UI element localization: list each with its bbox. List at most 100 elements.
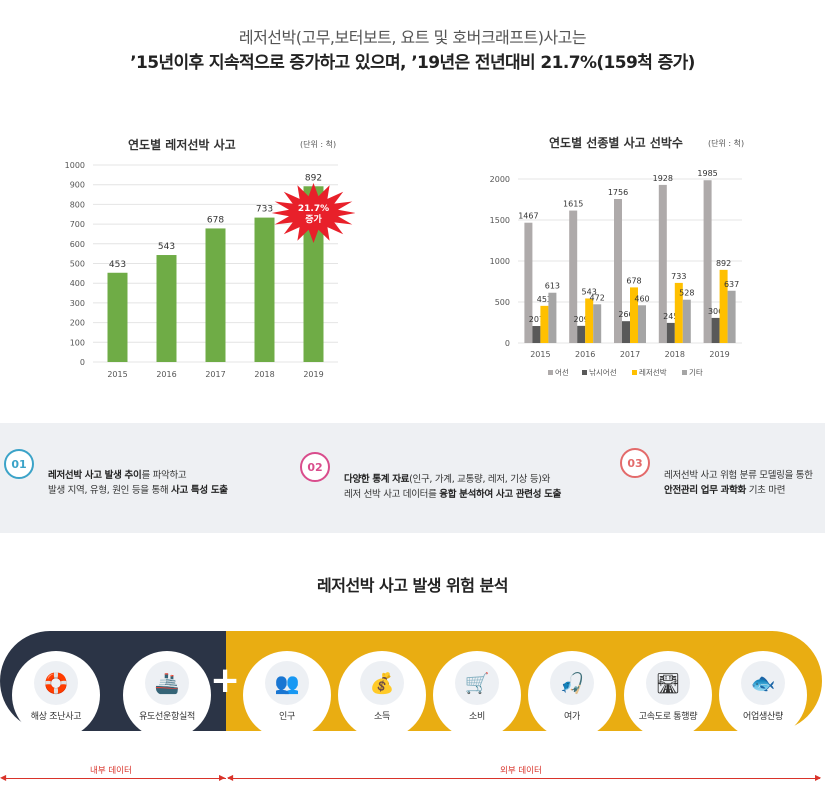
bar (303, 186, 324, 362)
internal-right-arrow-icon: ▶ (219, 773, 226, 782)
risk-factor-label: 해상 조난사고 (30, 712, 82, 722)
bar (205, 228, 226, 362)
x-tick-label: 2019 (709, 350, 729, 359)
feature-text-02: 다양한 통계 자료(인구, 가계, 교통량, 레저, 기상 등)와 레저 선박 … (344, 474, 562, 500)
external-data-label: 외부 데이터 (496, 764, 546, 776)
vessel-type-bar-chart: 0 500 1000 1500 2000 1467 207 453 613 2015 1615 209… (490, 169, 742, 377)
x-tick-label: 2016 (575, 350, 595, 359)
data-label: 733 (671, 272, 686, 281)
bar (658, 184, 667, 343)
highway-icon: 🛣 (646, 661, 690, 705)
bar (107, 272, 128, 362)
bar (703, 180, 712, 343)
chart2-unit: (단위 : 척) (708, 139, 745, 148)
external-right-arrow-icon: ▶ (815, 773, 822, 782)
legend-swatch (582, 370, 587, 375)
feature-text-01: 레저선박 사고 발생 추이를 파악하고 발생 지역, 유형, 원인 등을 통해 … (48, 470, 228, 496)
risk-section-title: 레저선박 사고 발생 위험 분석 (317, 576, 508, 595)
data-label: 637 (724, 280, 739, 289)
feature-badge-02: 02 (300, 452, 330, 482)
bar (638, 305, 646, 343)
data-label: 528 (679, 289, 694, 298)
chart2-title: 연도별 선종별 사고 선박수 (549, 136, 683, 150)
y-tick-label: 500 (70, 260, 85, 269)
risk-factor-label: 인구 (279, 712, 295, 722)
accident-bar-chart: 0 100 200 300 400 500 600 700 800 900 1000 453 2015 5… (65, 161, 355, 379)
data-label: 543 (158, 242, 175, 252)
annotation-line-2: 증가 (305, 213, 322, 225)
legend-label: 어선 (555, 367, 569, 377)
bar (585, 298, 594, 343)
y-tick-label: 1000 (490, 257, 510, 266)
internal-data-label: 내부 데이터 (86, 764, 136, 776)
legend-swatch (632, 370, 637, 375)
y-tick-label: 400 (70, 279, 85, 288)
data-label: 1615 (563, 200, 583, 209)
risk-factor-label: 유도선운항실적 (139, 712, 195, 722)
x-tick-label: 2017 (205, 370, 225, 379)
legend-label: 낚시어선 (589, 367, 617, 377)
bar (727, 290, 736, 343)
risk-factor-label: 소비 (469, 712, 485, 722)
feature-text-03: 레저선박 사고 위험 분류 모델링을 통한 안전관리 업무 과학화 기초 마련 (664, 470, 813, 496)
internal-data-line (3, 778, 226, 779)
risk-factor-circle: 🛒 소비 (433, 651, 521, 739)
data-label: 453 (109, 260, 126, 270)
external-left-arrow-icon: ◀ (227, 773, 234, 782)
y-tick-label: 2000 (490, 175, 510, 184)
data-label: 1928 (653, 174, 673, 183)
data-label: 543 (582, 287, 597, 296)
y-tick-label: 300 (70, 299, 85, 308)
data-label: 245 (663, 312, 678, 321)
data-label: 613 (545, 282, 560, 291)
risk-factor-circle: 👥 인구 (243, 651, 331, 739)
feature-badge-03: 03 (620, 448, 650, 478)
feature-badge-01: 01 (4, 449, 34, 479)
y-tick-label: 0 (505, 339, 510, 348)
risk-factor-circle: 🛟 해상 조난사고 (12, 651, 100, 739)
internal-left-arrow-icon: ◀ (0, 773, 7, 782)
bar (593, 304, 602, 343)
risk-factor-circle: 🎣 여가 (528, 651, 616, 739)
external-data-line (228, 778, 820, 779)
leisure-icon: 🎣 (550, 661, 594, 705)
x-tick-label: 2018 (254, 370, 274, 379)
x-tick-label: 2017 (620, 350, 640, 359)
bar (622, 321, 630, 343)
y-tick-label: 1000 (65, 161, 85, 170)
bar (524, 222, 533, 343)
increase-starburst (271, 183, 355, 243)
y-tick-label: 0 (80, 358, 85, 367)
y-tick-label: 700 (70, 220, 85, 229)
plus-sign: + (210, 660, 241, 701)
data-label: 1985 (697, 169, 717, 178)
legend-label: 레저선박 (639, 367, 667, 377)
bar (614, 199, 622, 343)
bar (254, 217, 275, 362)
x-tick-label: 2019 (303, 370, 323, 379)
data-label: 678 (207, 215, 224, 225)
x-tick-label: 2016 (156, 370, 176, 379)
ship-icon: 🚢 (145, 661, 189, 705)
y-tick-label: 100 (70, 338, 85, 347)
risk-factor-circle: 🐟 어업생산량 (719, 651, 807, 739)
risk-factor-circle: 🛣 고속도로 통행량 (624, 651, 712, 739)
bar (532, 326, 541, 343)
risk-factor-circle: 💰 소득 (338, 651, 426, 739)
data-label: 472 (590, 293, 605, 302)
bar (666, 322, 675, 343)
y-tick-label: 200 (70, 319, 85, 328)
bar (719, 269, 728, 343)
y-tick-label: 800 (70, 200, 85, 209)
data-label: 460 (634, 294, 649, 303)
header-line-1: 레저선박(고무,보터보트, 요트 및 호버크래프트)사고는 (238, 28, 587, 47)
data-label: 892 (305, 173, 322, 183)
bar (682, 299, 691, 343)
header-line-2: ’15년이후 지속적으로 증가하고 있으며, ’19년은 전년대비 21.7%(… (130, 53, 695, 73)
risk-factor-label: 고속도로 통행량 (638, 712, 698, 722)
data-label: 678 (626, 276, 641, 285)
rescue-icon: 🛟 (34, 661, 78, 705)
bar (540, 305, 549, 343)
legend-swatch (548, 370, 553, 375)
risk-factor-label: 소득 (374, 712, 390, 722)
